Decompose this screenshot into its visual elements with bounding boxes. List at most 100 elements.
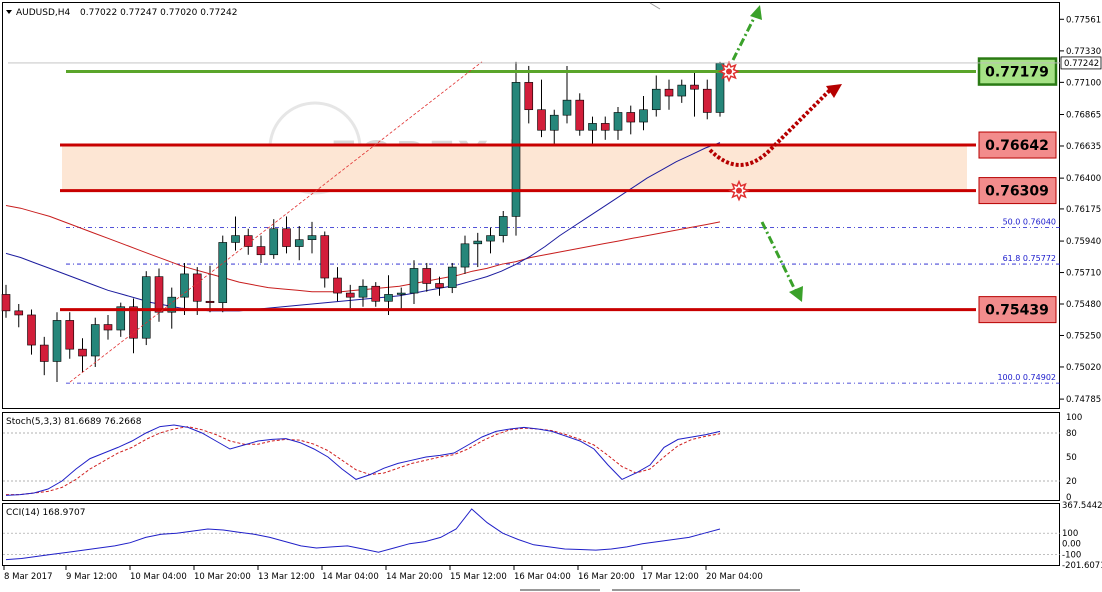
bear-candle-body (435, 283, 444, 288)
stoch-signal-line (6, 426, 721, 496)
bear-candle-body (345, 292, 355, 298)
dropdown-triangle-icon[interactable] (6, 10, 12, 14)
candle (486, 227, 495, 254)
bull-candle-body (409, 268, 419, 294)
fib-label: 100.0 0.74902 (997, 373, 1056, 382)
level-box (978, 177, 1057, 205)
candle (435, 276, 444, 296)
candle (511, 61, 521, 236)
bear-candle-body (14, 310, 24, 316)
breakout-star-marker-core (726, 68, 732, 75)
candle (333, 267, 342, 302)
current-price-box (1060, 56, 1102, 70)
scroll-marker (649, 2, 661, 10)
level-box-label: 0.76642 (985, 138, 1049, 154)
bull-candle-body (677, 84, 687, 97)
bear-candle-body (690, 84, 699, 90)
candle (600, 116, 610, 140)
time-tick-label: 14 Mar 04:00 (322, 572, 379, 582)
candle (613, 106, 623, 140)
candle (702, 79, 712, 120)
bull-candle-body (180, 273, 189, 298)
price-tick-label: 0.77330 (1066, 47, 1101, 57)
ma-red-line (5, 205, 721, 293)
candle (282, 216, 291, 254)
bear-candle-body (256, 246, 266, 256)
stoch-tick-label: 50 (1066, 453, 1077, 463)
bear-candle-body (39, 344, 49, 362)
fib-label: 61.8 0.75772 (1003, 254, 1056, 263)
candle (447, 262, 457, 294)
bull-candle-body (307, 235, 317, 241)
price-tick-label: 0.77100 (1066, 78, 1101, 88)
bear-candle-body (205, 300, 215, 303)
cci-line (5, 508, 721, 561)
bull-candle-body (231, 235, 240, 243)
time-tick-label: 14 Mar 20:00 (386, 572, 443, 582)
bear-candle-body (537, 109, 546, 131)
bull-candle-body (460, 243, 470, 268)
bear-candle-body (103, 324, 113, 331)
time-tick-label: 9 Mar 12:00 (66, 572, 117, 582)
bear-candle-body (702, 88, 712, 113)
candle (371, 282, 381, 307)
candle (192, 267, 202, 315)
time-axis: 8 Mar 2017 9 Mar 12:00 10 Mar 04:00 10 Mar … (3, 566, 800, 591)
bull-candle-body (358, 285, 368, 298)
bear-candle-body (626, 112, 636, 123)
candle (498, 210, 508, 243)
cci-tick-label: 367.5442 (1062, 501, 1102, 511)
bear-candle-body (65, 320, 75, 350)
bear-candle-body (154, 276, 164, 313)
price-tick-label: 0.75250 (1066, 331, 1101, 341)
stoch-tick-label: 100 (1066, 413, 1082, 423)
stoch-panel-frame (2, 412, 1060, 501)
stoch-tick-label: 80 (1066, 429, 1077, 439)
level-box-label: 0.77179 (985, 65, 1049, 81)
price-tick-label: 0.76400 (1066, 174, 1101, 184)
bear-candle-body (27, 314, 36, 346)
candle (639, 96, 648, 131)
cci-tick-label: -100 (1062, 550, 1081, 560)
candle (116, 302, 126, 337)
candle (320, 231, 330, 288)
bear-candle-body (524, 82, 534, 111)
annotations (69, 2, 842, 383)
bear-candle-body (243, 235, 253, 247)
bearish-arrow-head (789, 286, 803, 302)
candle (14, 304, 24, 328)
bull-candle-body (651, 88, 661, 111)
stoch-main-line (5, 424, 721, 496)
candle (690, 71, 699, 117)
bull-candle-body (447, 266, 457, 288)
candle (39, 336, 49, 376)
candle (103, 314, 113, 340)
candle (1, 284, 11, 318)
stoch-tick-label: 20 (1066, 477, 1077, 487)
time-tick-label: 20 Mar 04:00 (706, 572, 763, 582)
bear-candle-body (320, 235, 330, 279)
candle (626, 105, 636, 135)
symbol-header: AUDUSD,H4 (16, 8, 71, 18)
price-tick-label: 0.75710 (1066, 269, 1101, 279)
stoch-header: Stoch(5,3,3) 81.6689 76.2668 (6, 417, 142, 427)
bear-candle-body (575, 99, 585, 131)
bearish-arrow (760, 221, 798, 293)
bear-candle-body (333, 277, 342, 294)
price-tick-label: 0.77561 (1066, 15, 1101, 25)
retest-arrow-head (826, 84, 842, 98)
candle (52, 312, 62, 383)
bullish-arrow-head (750, 5, 762, 20)
time-tick-label: 10 Mar 20:00 (194, 572, 251, 582)
bull-candle-body (218, 242, 228, 303)
price-axis: 0.77561 0.77330 0.77100 0.76865 0.76635 0.764… (8, 15, 1102, 405)
candle (167, 287, 177, 329)
candle (27, 309, 36, 355)
candle (562, 65, 572, 124)
price-tick-label: 0.76865 (1066, 111, 1101, 121)
candle (269, 219, 279, 259)
candle (396, 287, 406, 310)
bull-candle-body (167, 296, 177, 313)
